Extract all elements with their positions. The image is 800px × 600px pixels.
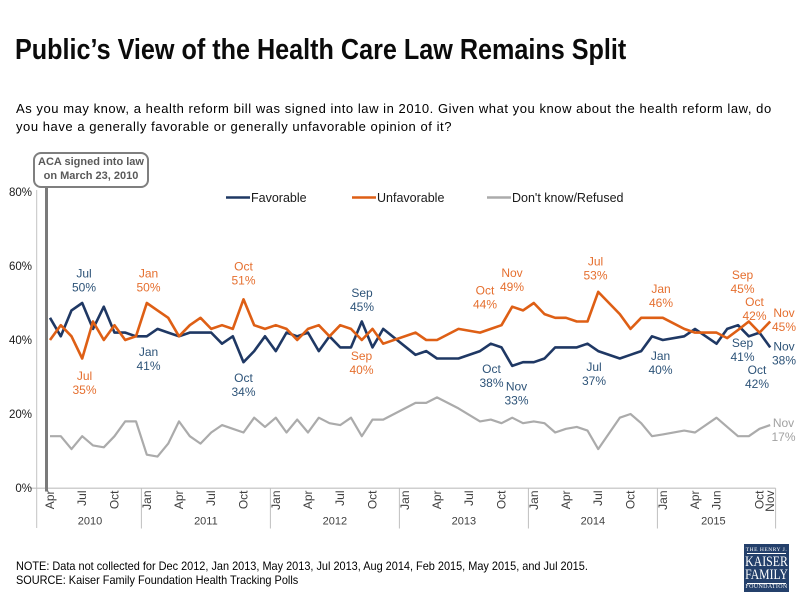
svg-text:Jul: Jul: [204, 491, 218, 506]
svg-text:Apr: Apr: [688, 491, 702, 510]
svg-text:2011: 2011: [194, 516, 218, 528]
svg-text:2015: 2015: [701, 516, 725, 528]
svg-text:20%: 20%: [9, 409, 32, 421]
svg-text:Jul: Jul: [591, 491, 605, 506]
svg-text:Unfavorable: Unfavorable: [377, 191, 444, 205]
svg-text:Apr: Apr: [430, 491, 444, 510]
svg-text:Apr: Apr: [559, 491, 573, 510]
svg-text:2012: 2012: [323, 516, 347, 528]
svg-text:Oct: Oct: [495, 490, 509, 509]
svg-text:2013: 2013: [452, 516, 476, 528]
svg-text:2010: 2010: [78, 516, 102, 528]
svg-text:Apr: Apr: [172, 491, 186, 510]
svg-text:Apr: Apr: [301, 491, 315, 510]
svg-text:Jun: Jun: [710, 491, 724, 510]
svg-text:40%: 40%: [9, 335, 32, 347]
svg-text:80%: 80%: [9, 187, 32, 199]
svg-text:Jul: Jul: [75, 491, 89, 506]
svg-text:Favorable: Favorable: [251, 191, 307, 205]
svg-text:2014: 2014: [581, 516, 605, 528]
svg-text:Jan: Jan: [656, 491, 670, 510]
svg-text:0%: 0%: [15, 483, 32, 495]
svg-text:Oct: Oct: [624, 490, 638, 509]
svg-text:Jan: Jan: [527, 491, 541, 510]
svg-text:Jan: Jan: [140, 491, 154, 510]
svg-text:Nov: Nov: [763, 491, 777, 512]
svg-text:Jul: Jul: [333, 491, 347, 506]
svg-text:Jul: Jul: [462, 491, 476, 506]
svg-text:60%: 60%: [9, 261, 32, 273]
svg-text:Oct: Oct: [366, 490, 380, 509]
svg-text:Oct: Oct: [237, 490, 251, 509]
svg-text:Don't know/Refused: Don't know/Refused: [512, 191, 624, 205]
svg-text:Oct: Oct: [753, 490, 767, 509]
svg-text:Oct: Oct: [108, 490, 122, 509]
svg-text:Jan: Jan: [398, 491, 412, 510]
svg-text:Apr: Apr: [43, 491, 57, 510]
svg-text:Jan: Jan: [269, 491, 283, 510]
